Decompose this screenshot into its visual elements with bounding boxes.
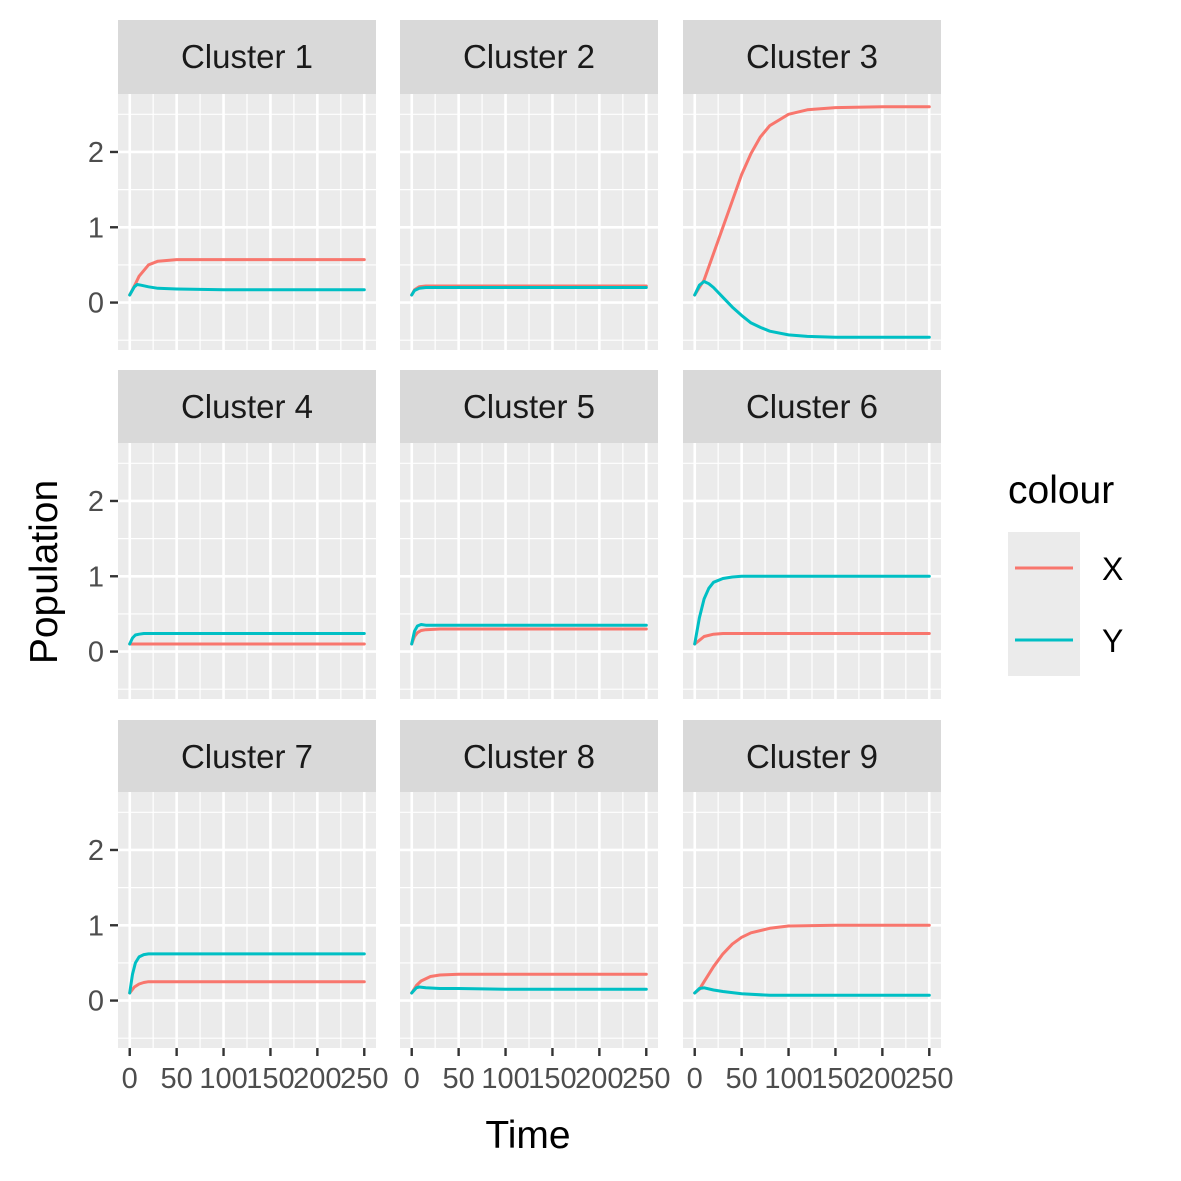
x-axis-title: Time (485, 1114, 570, 1157)
y-tick-label: 0 (88, 288, 104, 320)
x-tick-label: 200 (293, 1063, 341, 1095)
series-line-x-8 (410, 972, 648, 995)
x-tick-label: 100 (481, 1063, 529, 1095)
series-line-y-4 (128, 632, 366, 646)
facet-title-3: Cluster 3 (746, 38, 878, 75)
facet-strip-5 (400, 370, 658, 444)
legend-label-y: Y (1102, 623, 1123, 659)
facet-strip-2 (400, 20, 658, 94)
facet-title-7: Cluster 7 (181, 738, 313, 775)
x-tick-label: 200 (858, 1063, 906, 1095)
x-tick-label: 250 (905, 1063, 953, 1095)
x-tick-label: 50 (443, 1063, 475, 1095)
series-line-y-1 (128, 283, 366, 297)
y-tick-label: 1 (88, 910, 104, 942)
facet-strip-7 (118, 720, 376, 794)
facet-title-2: Cluster 2 (463, 38, 595, 75)
series-line-y-2 (410, 286, 648, 297)
y-tick-label: 2 (88, 137, 104, 169)
facet-panel-4: Cluster 4 (118, 370, 376, 699)
series-line-x-7 (128, 980, 366, 995)
facet-strip-6 (683, 370, 941, 444)
series-line-x-3 (693, 105, 931, 297)
x-tick-label: 50 (726, 1063, 758, 1095)
series-line-x-6 (693, 632, 931, 646)
x-tick-label: 200 (575, 1063, 623, 1095)
y-tick-label: 2 (88, 486, 104, 518)
legend-title: colour (1008, 469, 1114, 512)
x-tick-label: 0 (404, 1063, 420, 1095)
facet-title-8: Cluster 8 (463, 738, 595, 775)
x-tick-label: 50 (161, 1063, 193, 1095)
x-tick-label: 250 (340, 1063, 388, 1095)
y-axis-title: Population (23, 480, 66, 664)
x-tick-label: 0 (122, 1063, 138, 1095)
y-tick-label: 0 (88, 986, 104, 1018)
series-line-y-8 (410, 985, 648, 995)
facet-strip-4 (118, 370, 376, 444)
x-tick-label: 150 (246, 1063, 294, 1095)
x-tick-label: 100 (199, 1063, 247, 1095)
facet-title-6: Cluster 6 (746, 388, 878, 425)
y-tick-label: 2 (88, 835, 104, 867)
facet-panel-3: Cluster 3 (683, 20, 941, 350)
series-line-y-3 (693, 280, 931, 339)
facet-panel-1: Cluster 1 (118, 20, 376, 350)
facets-layer: Cluster 1 Cluster 2 Cluster 3 Cluster 4 Clus… (118, 20, 941, 1048)
series-line-y-9 (693, 986, 931, 997)
facet-strip-1 (118, 20, 376, 94)
x-tick-label: 150 (528, 1063, 576, 1095)
facet-strip-8 (400, 720, 658, 794)
facet-panel-9: Cluster 9 (683, 720, 941, 1048)
legend-label-x: X (1102, 551, 1123, 587)
x-tick-label: 250 (622, 1063, 670, 1095)
series-line-y-5 (410, 623, 648, 646)
facet-title-1: Cluster 1 (181, 38, 313, 75)
series-line-x-9 (693, 923, 931, 995)
facet-strip-9 (683, 720, 941, 794)
y-tick-label: 1 (88, 561, 104, 593)
facet-panel-5: Cluster 5 (400, 370, 658, 699)
facet-title-5: Cluster 5 (463, 388, 595, 425)
legend: colour X Y (1008, 469, 1123, 676)
series-line-y-7 (128, 952, 366, 995)
y-tick-label: 1 (88, 212, 104, 244)
y-tick-label: 0 (88, 637, 104, 669)
facet-title-9: Cluster 9 (746, 738, 878, 775)
series-line-x-1 (128, 258, 366, 297)
facet-title-4: Cluster 4 (181, 388, 313, 425)
x-tick-label: 150 (811, 1063, 859, 1095)
x-tick-label: 100 (764, 1063, 812, 1095)
series-line-y-6 (693, 574, 931, 646)
facet-panel-2: Cluster 2 (400, 20, 658, 350)
facet-panel-7: Cluster 7 (118, 720, 376, 1048)
facet-panel-6: Cluster 6 (683, 370, 941, 699)
facet-strip-3 (683, 20, 941, 94)
facet-panel-8: Cluster 8 (400, 720, 658, 1048)
x-tick-label: 0 (687, 1063, 703, 1095)
